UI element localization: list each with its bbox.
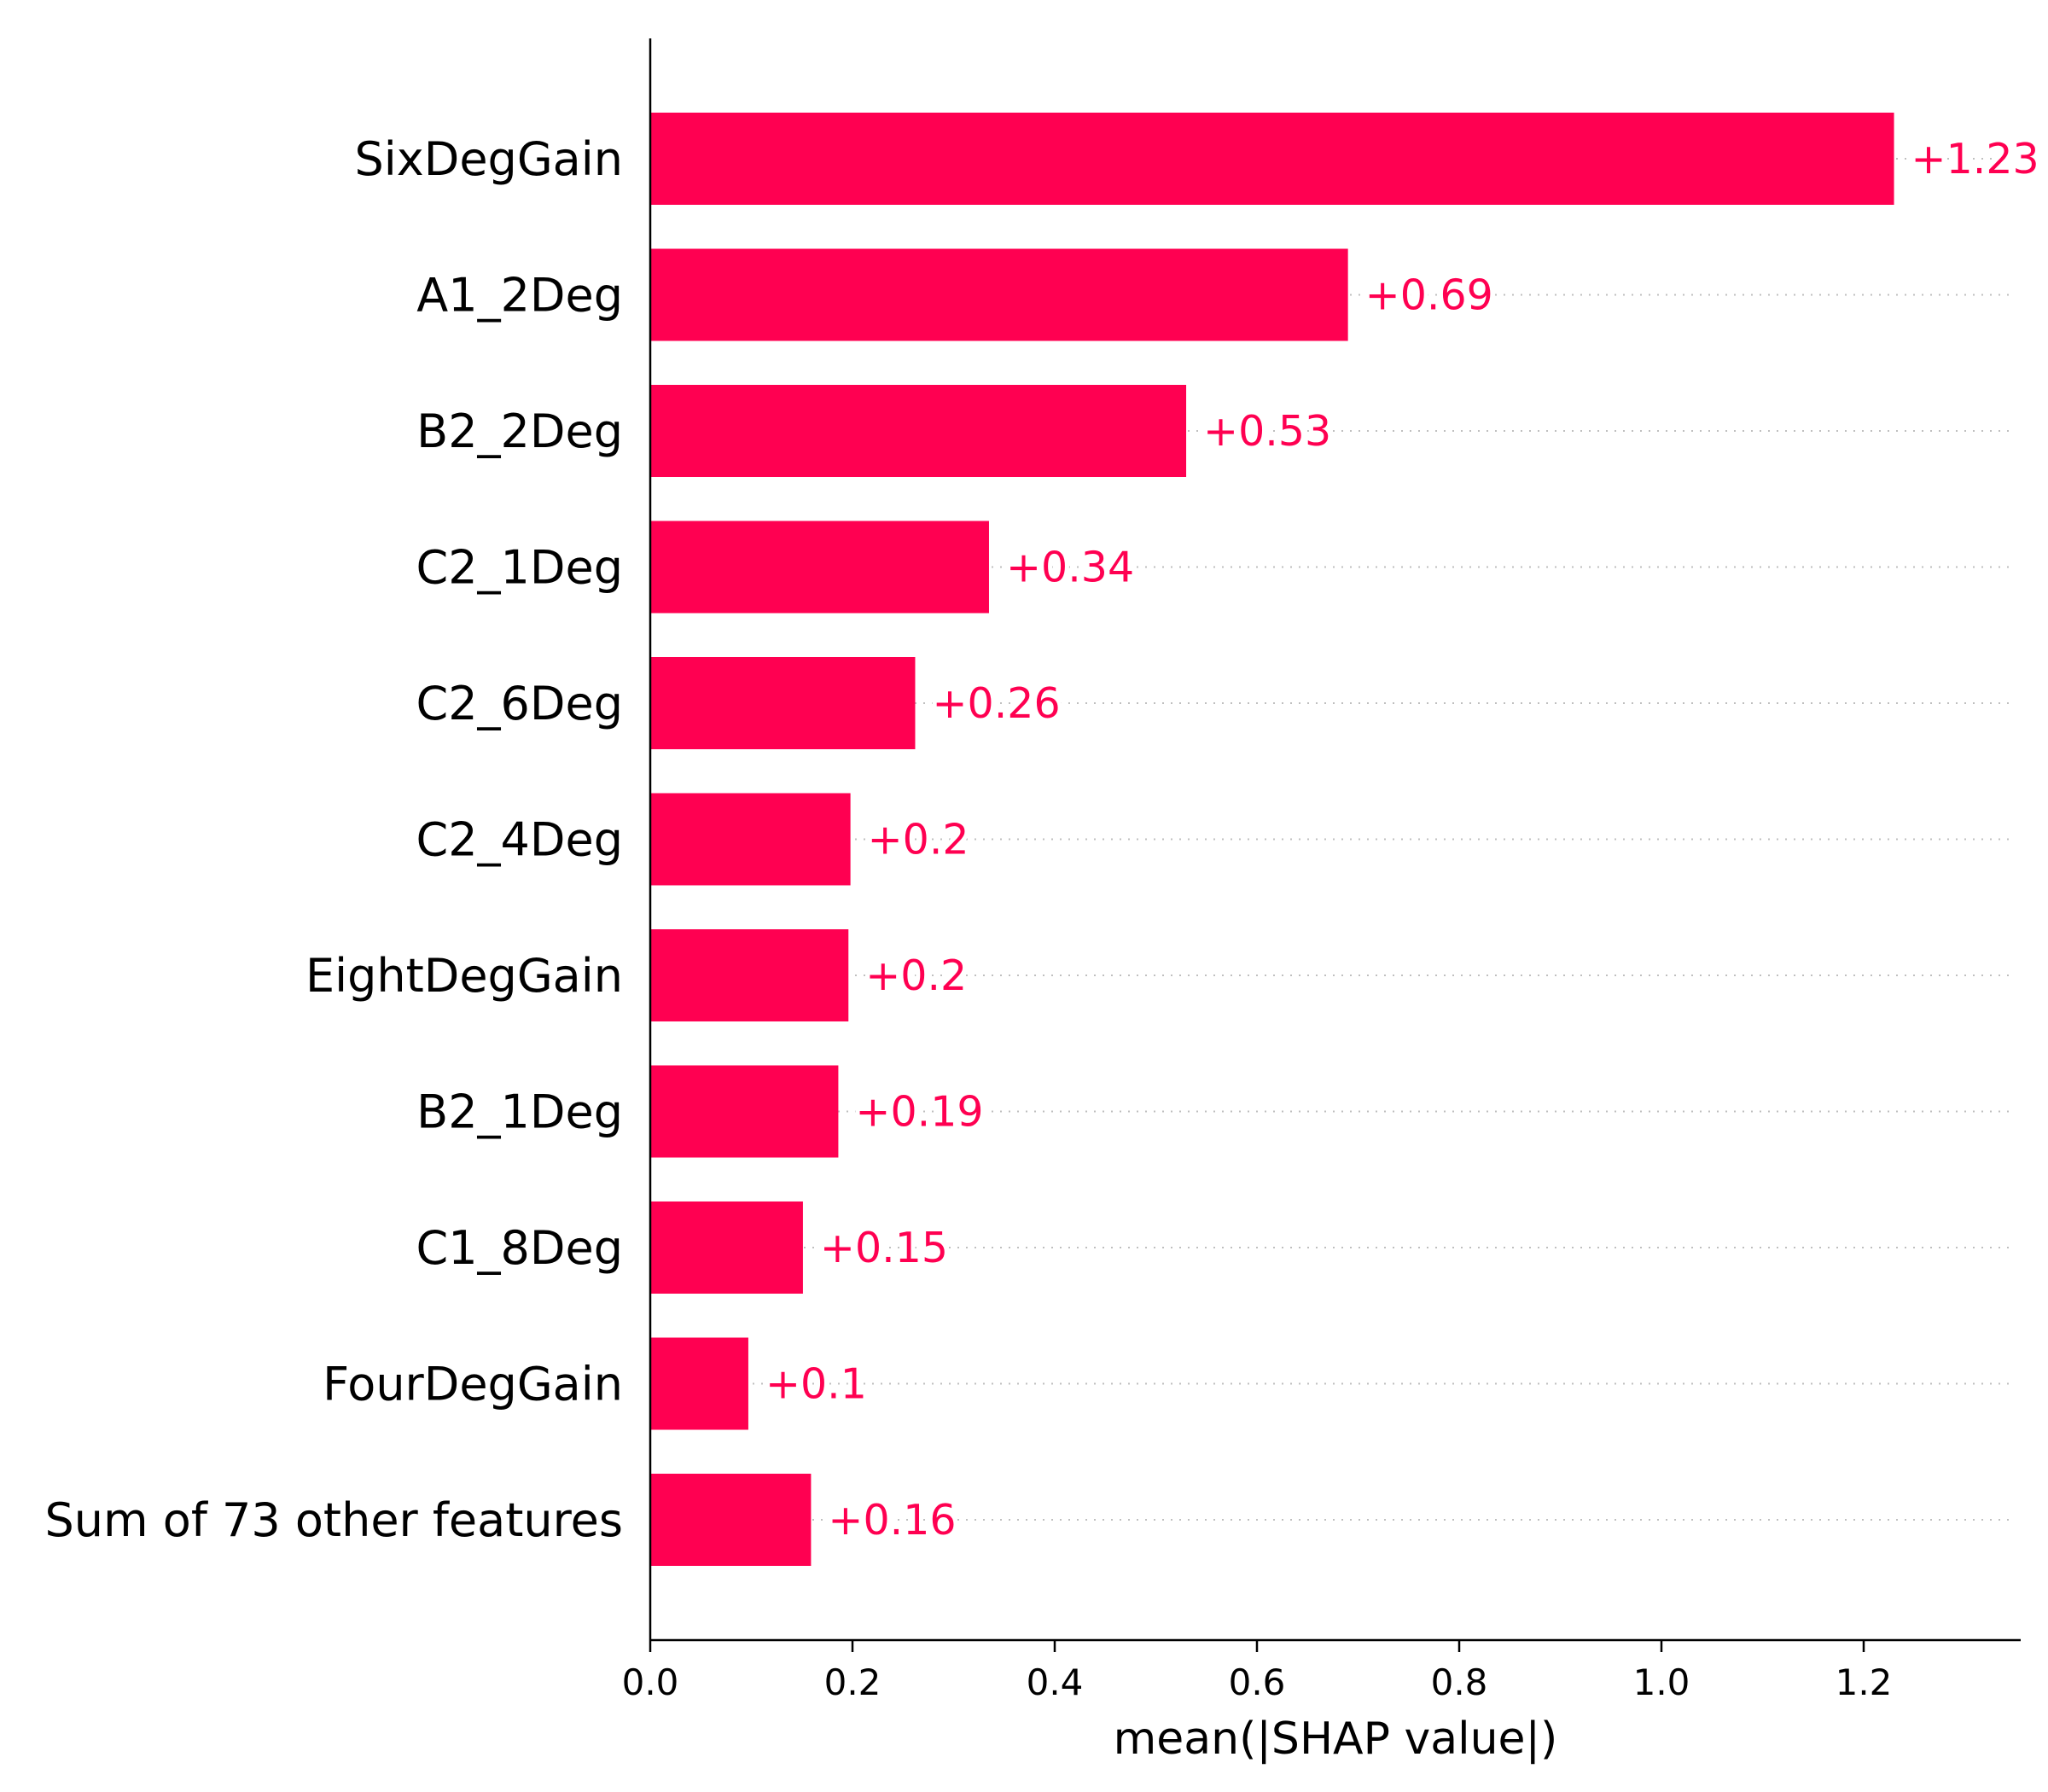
value-label: +0.34 [1006,544,1134,592]
value-label: +1.23 [1911,135,2039,183]
value-label: +0.53 [1203,407,1331,456]
category-label: C1_8Deg [416,1221,624,1275]
value-label: +0.2 [865,951,967,1000]
bar [650,248,1348,341]
category-label: Sum of 73 other features [45,1493,623,1547]
bar [650,1474,812,1566]
bar [650,657,916,749]
x-tick-label: 0.0 [622,1661,679,1703]
x-tick-label: 0.6 [1229,1661,1286,1703]
x-tick-label: 1.2 [1836,1661,1893,1703]
value-label: +0.69 [1365,271,1493,320]
category-label: A1_2Deg [416,269,623,323]
category-label: B2_1Deg [416,1085,623,1139]
value-label: +0.26 [932,679,1060,728]
x-tick-label: 0.4 [1027,1661,1084,1703]
bars [650,113,1894,1566]
bar [650,385,1187,477]
value-labels: +1.23 +0.69 +0.53 +0.34 +0.26 +0.2 +0.2 +0.19 +0… [761,131,2044,1549]
x-axis-ticks: 0.0 0.2 0.4 0.6 0.8 1.0 1.2 [622,1640,1893,1703]
value-label: +0.19 [855,1088,983,1137]
bar [650,793,851,886]
x-tick-label: 1.0 [1633,1661,1690,1703]
x-tick-label: 0.2 [824,1661,881,1703]
bar [650,929,849,1021]
x-axis-title: mean(|SHAP value|) [1114,1713,1558,1765]
guide-lines [650,158,2014,1521]
category-label: C2_4Deg [416,813,624,867]
bar [650,521,989,614]
value-label: +0.16 [828,1496,956,1545]
category-labels: SixDegGain A1_2Deg B2_2Deg C2_1Deg C2_6Deg C2… [45,132,623,1547]
category-label: SixDegGain [355,132,623,186]
category-label: C2_6Deg [416,677,624,730]
bar [650,113,1894,205]
category-label: FourDegGain [323,1358,623,1411]
bar [650,1201,803,1294]
category-label: EightDegGain [305,949,623,1003]
x-tick-label: 0.8 [1431,1661,1488,1703]
bar [650,1337,748,1430]
category-label: B2_2Deg [416,404,623,458]
bar [650,1065,839,1158]
value-label: +0.2 [868,816,969,864]
value-label: +0.1 [765,1360,867,1409]
value-label: +0.15 [820,1224,948,1272]
category-label: C2_1Deg [416,541,624,595]
